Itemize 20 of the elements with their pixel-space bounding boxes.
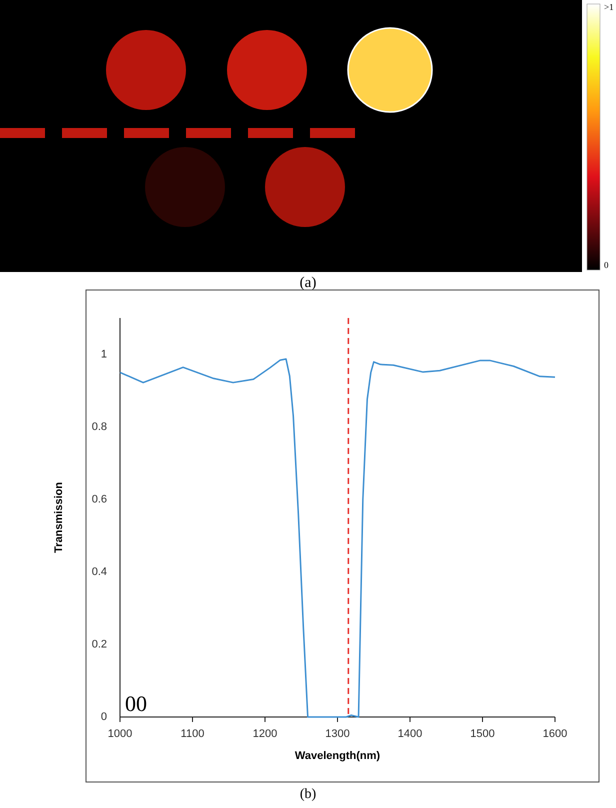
text: (a) — [300, 275, 316, 291]
x-tick-label: 1100 — [180, 728, 204, 740]
x-tick-label: 1300 — [325, 728, 350, 740]
x-axis-title: Wavelength(nm) — [294, 750, 380, 762]
annotation: 00 — [125, 691, 147, 716]
y-tick-label: 0.8 — [92, 420, 107, 433]
y-tick-label: 0.2 — [92, 638, 107, 650]
x-tick-label: 1500 — [470, 728, 495, 740]
y-tick-label: 0 — [100, 711, 107, 723]
x-tick-label: 1200 — [252, 728, 278, 740]
y-tick-label: 0.6 — [92, 493, 107, 506]
x-tick-label: 1000 — [108, 728, 132, 740]
x-tick-label: 1400 — [398, 728, 422, 740]
text: 0 — [604, 260, 609, 270]
y-tick-label: 0.4 — [92, 566, 107, 578]
text: >1 — [604, 2, 614, 12]
x-tick-label: 1600 — [542, 728, 568, 740]
y-axis-title: Transmission — [53, 482, 65, 553]
text: (b) — [300, 787, 316, 802]
y-tick-label: 1 — [100, 348, 107, 360]
